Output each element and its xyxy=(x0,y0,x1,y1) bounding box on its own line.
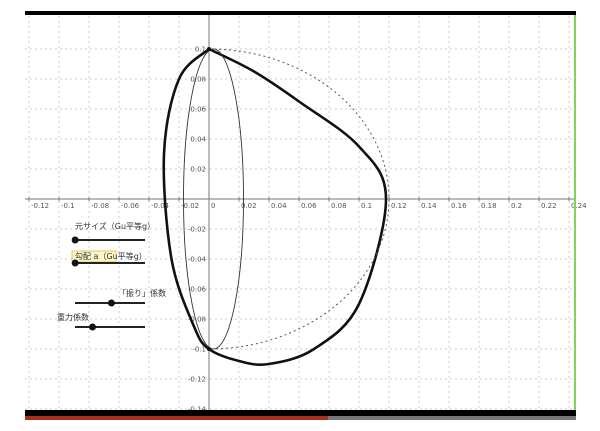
x-tick-label: 0.2 xyxy=(511,202,522,210)
slider-handle[interactable] xyxy=(89,323,96,331)
slider-label: 重力係数 xyxy=(57,312,89,322)
y-tick-label: 0.04 xyxy=(190,136,206,144)
trajectory-curve xyxy=(162,47,388,367)
y-tick-label: 0.06 xyxy=(190,106,206,114)
x-tick-label: 0.24 xyxy=(571,202,587,210)
reference-arc xyxy=(208,48,390,350)
x-tick-label: 0.14 xyxy=(421,202,437,210)
slider-label: 勾配 a（Gu平等g） xyxy=(75,251,147,261)
y-tick-label: 0.1 xyxy=(195,46,206,54)
x-tick-label: -0.12 xyxy=(31,202,49,210)
y-tick-label: -0.06 xyxy=(188,286,207,294)
y-tick-label: -0.1 xyxy=(192,346,206,354)
x-tick-label: 0.08 xyxy=(331,202,347,210)
x-tick-label: 0.02 xyxy=(241,202,257,210)
slider-handle[interactable] xyxy=(71,236,79,244)
x-tick-label: 0.12 xyxy=(391,202,407,210)
x-tick-label: 0.06 xyxy=(301,202,317,210)
bottom-point[interactable] xyxy=(207,347,211,351)
slider-label: 「振り」係数 xyxy=(118,288,166,298)
top-point[interactable] xyxy=(207,47,211,51)
x-tick-label: -0.04 xyxy=(151,202,170,210)
y-tick-label: -0.04 xyxy=(188,256,207,264)
slider[interactable]: 勾配 a（Gu平等g） xyxy=(71,250,147,267)
slider-handle[interactable] xyxy=(71,259,79,267)
tick-labels: -0.12 -0.1 -0.08 -0.06 -0.04 -0.02 0 0.02 0.04 0.… xyxy=(28,46,587,414)
progress-fill[interactable] xyxy=(25,416,329,420)
x-tick-label: 0.1 xyxy=(361,202,372,210)
x-tick-label: -0.06 xyxy=(121,202,140,210)
y-tick-label: 0.08 xyxy=(190,76,206,84)
x-tick-label: -0.1 xyxy=(61,202,75,210)
top-frame-bar xyxy=(25,11,576,15)
x-tick-label: 0.22 xyxy=(541,202,557,210)
slider[interactable]: 「振り」係数 xyxy=(75,288,166,307)
grid xyxy=(25,16,574,410)
x-tick-label: -0.02 xyxy=(181,202,199,210)
right-edge xyxy=(574,15,576,411)
x-tick-label: 0.16 xyxy=(451,202,467,210)
slider-handle[interactable] xyxy=(107,299,115,307)
x-tick-label: -0.08 xyxy=(91,202,109,210)
x-tick-label: 0.04 xyxy=(271,202,287,210)
y-tick-label: -0.02 xyxy=(188,226,206,234)
y-tick-label: -0.14 xyxy=(188,406,207,414)
x-tick-label: 0.18 xyxy=(481,202,497,210)
x-tick-label: 0 xyxy=(211,202,215,210)
y-tick-label: 0.02 xyxy=(190,166,206,174)
y-tick-label: -0.08 xyxy=(188,316,206,324)
base-ellipse xyxy=(183,48,244,350)
y-tick-label: -0.12 xyxy=(188,376,206,384)
slider[interactable]: 元サイズ（Gu平等g） xyxy=(71,221,155,244)
slider[interactable]: 重力係数 xyxy=(57,312,145,331)
bottom-frame-bar xyxy=(25,410,576,416)
slider-label: 元サイズ（Gu平等g） xyxy=(75,221,155,231)
